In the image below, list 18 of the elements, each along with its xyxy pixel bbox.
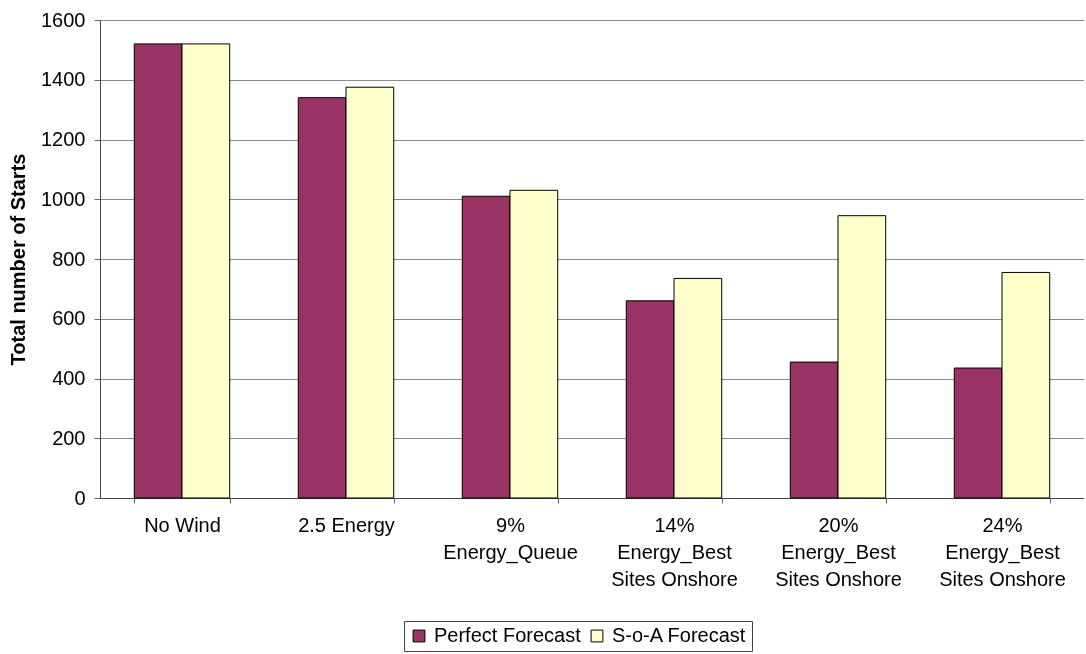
x-tick-label: 2.5 Energy	[298, 513, 395, 536]
x-tick-label: 24% Energy_Best Sites Onshore	[939, 513, 1066, 590]
y-tick-label: 1200	[41, 128, 86, 150]
y-tick-label: 800	[52, 247, 86, 270]
y-tick-label: 1600	[41, 8, 86, 31]
y-tick-label: 400	[52, 367, 86, 389]
y-tick-label: 1400	[41, 68, 86, 91]
x-tick-label: 20% Energy_Best Sites Onshore	[775, 513, 902, 590]
y-tick-label: 600	[52, 307, 86, 330]
y-axis-title: Total number of Starts	[7, 153, 30, 366]
legend-label: S-o-A Forecast	[612, 624, 746, 646]
y-tick-label: 200	[52, 426, 86, 449]
legend-label: Perfect Forecast	[434, 624, 582, 646]
x-tick-label: 14% Energy_Best Sites Onshore	[611, 513, 738, 590]
x-tick-label: 9% Energy_Queue	[443, 513, 578, 564]
y-tick-label: 1000	[41, 187, 86, 210]
x-tick-label: No Wind	[144, 513, 221, 536]
y-tick-label: 0	[74, 486, 86, 509]
